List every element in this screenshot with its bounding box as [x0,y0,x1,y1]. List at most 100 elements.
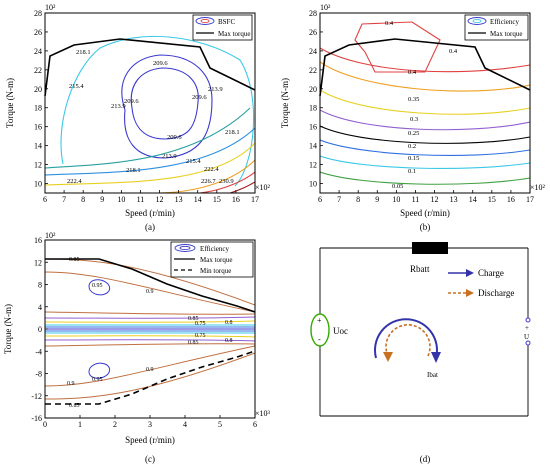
contour-label: 0.4 [449,48,458,55]
x-tick-label: 6 [318,195,322,204]
contour-a-teal [45,107,251,169]
plot-b-contours [320,21,530,185]
plot-b-frame [319,12,531,194]
contour-c-lower-09 [45,345,255,387]
y-exponent-c: 10² [45,231,56,240]
y-tick-label: 16 [34,236,42,245]
y-tick-label: 18 [34,104,42,113]
contour-label: 0.2 [408,143,416,150]
y-exponent-b: 10² [320,3,331,12]
caption-b: (b) [420,222,431,232]
legend-b: Efficiency Max torque [464,14,529,41]
charge-current-arrowhead [431,352,441,363]
x-tick-label: 13 [175,195,183,204]
source-plus: + [317,316,322,325]
x-tick-label: 7 [62,195,66,204]
y-tick-label: 16 [34,123,42,132]
contour-label: 0.05 [392,183,403,190]
contour-a-red [199,171,255,193]
x-axis-label-c: Speed (r/min) [125,435,175,445]
contour-label: 0.4 [385,20,394,27]
y-tick-label: 12 [34,161,42,170]
x-tick-label: 1 [78,420,82,429]
contour-c-upper-095 [88,279,111,296]
y-tick-label: 28 [34,9,42,18]
charge-legend: Charge Discharge [448,268,514,298]
x-exponent-c: ×10³ [255,409,271,418]
contour-label: 222.4 [204,166,219,173]
terminal-bottom [525,340,531,346]
panel-a: 6 7 8 9 10 11 12 13 14 15 16 17 10 12 14 16 18 20 22 24 26 28… [5,3,271,232]
contour-c-upper-08 [45,316,255,319]
contour-label: 0.8 [225,320,233,326]
contour-label: 0.9 [67,381,75,387]
x-tick-label: 0 [43,420,47,429]
x-tick-label: 5 [218,420,222,429]
y-tick-label: 12 [34,258,42,267]
contour-c-lower-085 [45,343,255,347]
contour-c-lower-095 [88,362,111,379]
charge-label: Charge [478,268,504,278]
y-tick-label: -8 [35,370,42,379]
y-tick-label: 22 [34,66,42,75]
contour-a-inner-2 [130,67,199,140]
contour-labels-b: 0.4 0.4 0.4 0.35 0.3 0.25 0.2 0.15 0.1 0… [385,20,458,190]
y-tick-label: 18 [309,104,317,113]
y-exponent-a: 10² [45,3,56,12]
x-tick-label: 14 [469,195,477,204]
x-tick-label: 14 [194,195,202,204]
x-exponent-b: ×10² [530,183,546,192]
x-tick-label: 10 [392,195,400,204]
legend-a-max: Max torque [218,30,250,38]
contour-b-orange [320,61,530,92]
contour-b-purple [320,109,530,131]
contour-labels-c: 0.85 0.95 0.9 0.85 0.8 0.75 0.75 0.8 0.8… [67,257,233,409]
x-tick-label: 15 [213,195,221,204]
current-label: Ibat [427,371,438,379]
x-tick-label: 6 [253,420,257,429]
x-tick-label: 3 [148,420,152,429]
voltage-source [310,313,330,347]
y-tick-label: 14 [309,142,317,151]
contour-icon [195,17,215,25]
contour-b-blue [320,139,530,156]
x-tick-label: 7 [337,195,341,204]
axis-b-ticks: 6 7 8 9 10 11 12 13 14 15 16 17 10 12 14 16 18 20 22 24 26 28 [309,9,534,204]
y-tick-label: -12 [31,392,42,401]
source-minus: - [318,335,321,344]
x-tick-label: 12 [156,195,164,204]
x-tick-label: 10 [117,195,125,204]
y-tick-label: 24 [34,47,42,56]
contour-b-04 [354,21,441,73]
discharge-current-arc [385,324,431,357]
legend-b-efficiency: Efficiency [490,18,520,26]
caption-a: (a) [145,222,155,232]
contour-label: 209.6 [192,94,207,101]
max-torque-line-c [45,258,256,313]
x-tick-label: 17 [251,195,259,204]
y-tick-label: 22 [309,66,317,75]
contour-label: 213.9 [162,153,177,160]
contour-label: 218.1 [76,49,91,56]
x-tick-label: 11 [137,195,145,204]
contour-icon [467,17,487,25]
contour-label: 222.4 [67,178,82,185]
contour-label: 0.3 [410,116,418,123]
y-tick-label: 26 [34,28,42,37]
contour-label: 213.9 [208,86,223,93]
x-tick-label: 8 [81,195,85,204]
x-tick-label: 6 [43,195,47,204]
discharge-arrowhead [466,289,474,297]
contour-label: 218.1 [126,167,141,174]
contour-label: 215.4 [186,158,201,165]
contour-label: 0.75 [195,333,206,339]
contour-label: 0.1 [408,168,416,175]
x-tick-label: 12 [431,195,439,204]
contour-b-green [320,171,530,185]
discharge-current-arrowhead [383,352,393,362]
contour-icon [174,244,196,252]
contour-label: 0.75 [195,321,206,327]
contour-label: 0.9 [146,367,154,373]
